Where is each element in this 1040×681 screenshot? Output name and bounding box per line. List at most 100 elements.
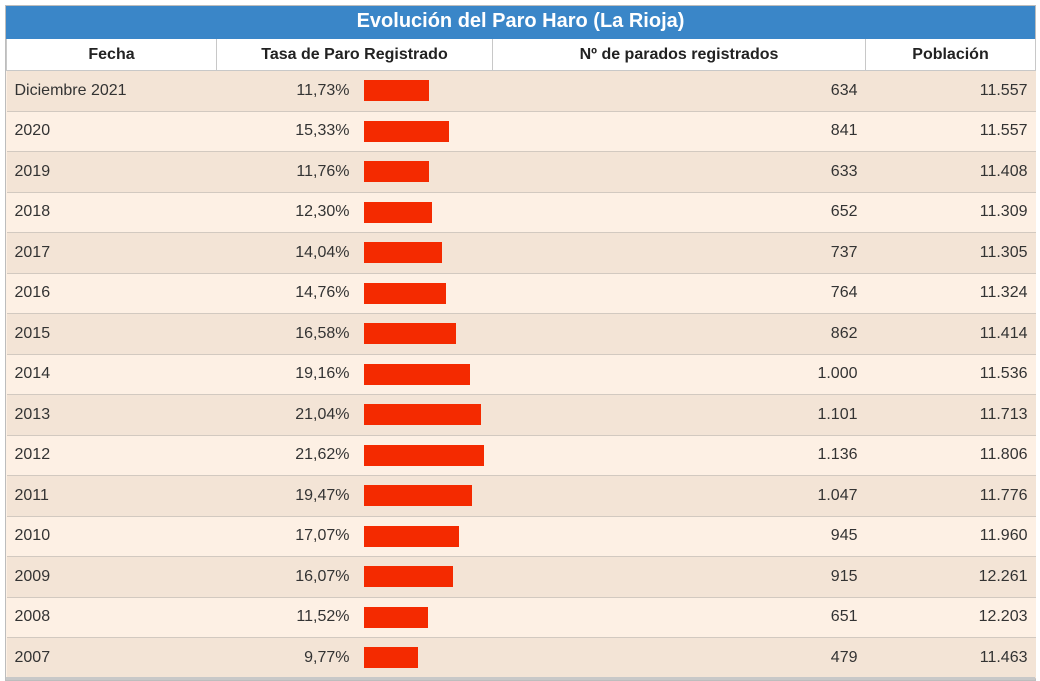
table-row: 2017 14,04% 737 11.305 [6, 232, 1036, 274]
cell-poblacion: 11.463 [865, 637, 1036, 679]
cell-fecha: 2011 [6, 475, 217, 517]
cell-poblacion: 11.324 [865, 273, 1036, 314]
table-row: 2013 21,04% 1.101 11.713 [6, 394, 1036, 436]
cell-tasa: 14,76% [216, 273, 493, 314]
cell-parados: 737 [492, 232, 866, 274]
table-row: 2018 12,30% 652 11.309 [6, 192, 1036, 233]
cell-tasa: 11,73% [216, 70, 493, 112]
cell-tasa: 9,77% [216, 637, 493, 679]
cell-fecha: 2010 [6, 516, 217, 557]
cell-tasa: 12,30% [216, 192, 493, 233]
tasa-bar [363, 444, 484, 466]
cell-tasa: 19,47% [216, 475, 493, 517]
table-header-row: Fecha Tasa de Paro Registrado Nº de para… [6, 39, 1036, 71]
table-row: 2020 15,33% 841 11.557 [6, 111, 1036, 152]
cell-fecha: 2015 [6, 313, 217, 355]
tasa-label: 21,04% [295, 405, 350, 423]
tasa-bar [363, 120, 449, 142]
tasa-label: 9,77% [304, 648, 350, 666]
table-row: Diciembre 2021 11,73% 634 11.557 [6, 70, 1036, 112]
cell-tasa: 17,07% [216, 516, 493, 557]
cell-tasa: 11,52% [216, 597, 493, 638]
cell-tasa: 11,76% [216, 151, 493, 193]
tasa-label: 17,07% [295, 527, 350, 545]
tasa-bar [363, 485, 472, 507]
column-header-fecha: Fecha [6, 39, 217, 71]
tasa-label: 21,62% [295, 446, 350, 464]
cell-poblacion: 11.309 [865, 192, 1036, 233]
cell-parados: 764 [492, 273, 866, 314]
column-header-poblacion: Población [865, 39, 1036, 71]
table-row: 2009 16,07% 915 12.261 [6, 556, 1036, 598]
table-row: 2016 14,76% 764 11.324 [6, 273, 1036, 314]
tasa-bar [363, 323, 456, 345]
cell-parados: 1.101 [492, 394, 866, 436]
cell-poblacion: 11.776 [865, 475, 1036, 517]
tasa-bar [363, 201, 432, 223]
cell-poblacion: 11.806 [865, 435, 1036, 476]
table-row: 2012 21,62% 1.136 11.806 [6, 435, 1036, 476]
tasa-bar [363, 404, 481, 426]
tasa-label: 15,33% [295, 122, 350, 140]
tasa-label: 16,58% [295, 324, 350, 342]
tasa-label: 16,07% [295, 567, 350, 585]
cell-tasa: 16,07% [216, 556, 493, 598]
cell-poblacion: 12.203 [865, 597, 1036, 638]
cell-parados: 652 [492, 192, 866, 233]
cell-fecha: 2017 [6, 232, 217, 274]
tasa-bar [363, 566, 453, 588]
table-row: 2015 16,58% 862 11.414 [6, 313, 1036, 355]
cell-fecha: 2018 [6, 192, 217, 233]
cell-parados: 479 [492, 637, 866, 679]
table-body: Diciembre 2021 11,73% 634 11.557 2020 15,33% 8… [6, 70, 1036, 679]
tasa-label: 12,30% [295, 203, 350, 221]
tasa-label: 11,52% [296, 608, 350, 626]
cell-tasa: 21,04% [216, 394, 493, 436]
cell-parados: 651 [492, 597, 866, 638]
cell-parados: 945 [492, 516, 866, 557]
cell-poblacion: 11.713 [865, 394, 1036, 436]
cell-poblacion: 11.557 [865, 111, 1036, 152]
tasa-label: 14,76% [295, 284, 350, 302]
tasa-bar [363, 242, 442, 264]
cell-fecha: 2014 [6, 354, 217, 395]
cell-fecha: 2012 [6, 435, 217, 476]
cell-tasa: 19,16% [216, 354, 493, 395]
cell-fecha: 2009 [6, 556, 217, 598]
cell-poblacion: 12.261 [865, 556, 1036, 598]
table-title: Evolución del Paro Haro (La Rioja) [6, 6, 1035, 39]
cell-parados: 633 [492, 151, 866, 193]
cell-parados: 862 [492, 313, 866, 355]
cell-parados: 915 [492, 556, 866, 598]
table-row: 2019 11,76% 633 11.408 [6, 151, 1036, 193]
tasa-bar [363, 525, 459, 547]
cell-fecha: 2007 [6, 637, 217, 679]
cell-parados: 841 [492, 111, 866, 152]
tasa-bar [363, 80, 429, 102]
tasa-bar [363, 606, 428, 628]
unemployment-table: Fecha Tasa de Paro Registrado Nº de para… [6, 39, 1036, 679]
cell-fecha: 2020 [6, 111, 217, 152]
cell-parados: 1.000 [492, 354, 866, 395]
tasa-bar [363, 282, 446, 304]
tasa-label: 19,16% [295, 365, 350, 383]
bottom-rule [6, 677, 1035, 680]
cell-poblacion: 11.408 [865, 151, 1036, 193]
cell-poblacion: 11.557 [865, 70, 1036, 112]
cell-tasa: 15,33% [216, 111, 493, 152]
table-row: 2007 9,77% 479 11.463 [6, 637, 1036, 679]
cell-poblacion: 11.305 [865, 232, 1036, 274]
column-header-tasa: Tasa de Paro Registrado [216, 39, 493, 71]
cell-parados: 1.047 [492, 475, 866, 517]
tasa-label: 11,73% [296, 81, 350, 99]
tasa-bar [363, 161, 429, 183]
cell-fecha: Diciembre 2021 [6, 70, 217, 112]
table-row: 2014 19,16% 1.000 11.536 [6, 354, 1036, 395]
tasa-label: 14,04% [295, 243, 350, 261]
tasa-label: 19,47% [295, 486, 350, 504]
cell-poblacion: 11.414 [865, 313, 1036, 355]
tasa-bar [363, 363, 470, 385]
tasa-label: 11,76% [296, 162, 350, 180]
table-row: 2010 17,07% 945 11.960 [6, 516, 1036, 557]
cell-fecha: 2008 [6, 597, 217, 638]
